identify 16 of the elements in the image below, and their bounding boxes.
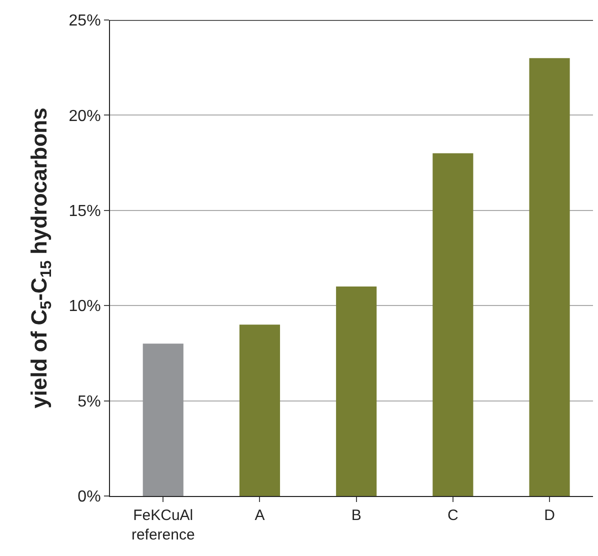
y-tick-label: 0%: [78, 488, 101, 506]
bar: [142, 344, 184, 496]
y-tick-label: 25%: [68, 12, 101, 30]
bar: [529, 58, 570, 496]
x-tick-label: FeKCuAl reference: [131, 507, 195, 544]
x-tick-label: B: [351, 507, 362, 524]
x-tick-label: D: [544, 507, 556, 524]
y-tick-label: 15%: [68, 203, 101, 220]
y-tick-label: 10%: [68, 298, 101, 316]
y-tick-label: 20%: [68, 108, 101, 125]
x-tick-label: A: [254, 507, 265, 524]
bar: [239, 324, 280, 496]
y-tick-label: 5%: [78, 393, 101, 410]
bar: [432, 153, 474, 496]
bar: [336, 286, 377, 496]
x-tick-label: C: [448, 507, 459, 524]
